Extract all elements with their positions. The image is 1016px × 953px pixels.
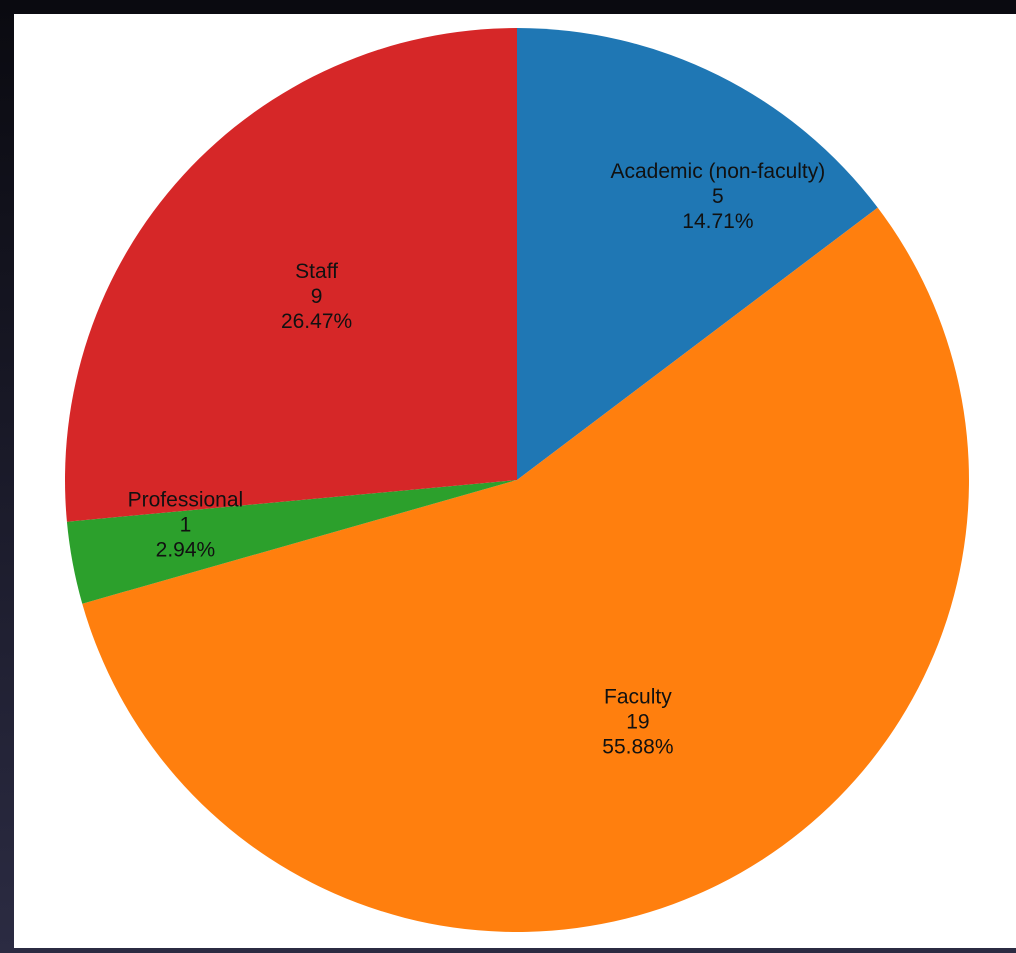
slice-value-label: 9 [311, 285, 323, 308]
slice-name-label: Staff [295, 260, 338, 283]
slice-name-label: Academic (non-faculty) [611, 160, 826, 183]
slice-percent-label: 14.71% [682, 210, 753, 233]
pie-slice-staff [65, 28, 517, 522]
pie-slice-faculty [82, 207, 969, 933]
slice-percent-label: 2.94% [156, 538, 216, 561]
slice-value-label: 19 [626, 710, 649, 733]
slice-value-label: 5 [712, 185, 724, 208]
slice-percent-label: 55.88% [602, 735, 673, 758]
slice-value-label: 1 [180, 513, 192, 536]
pie-slices [65, 28, 969, 933]
slice-percent-label: 26.47% [281, 310, 352, 333]
pie-labels: Academic (non-faculty)514.71%Faculty1955… [128, 160, 826, 759]
slice-name-label: Professional [128, 488, 244, 511]
pie-slice-academic-non-faculty [517, 28, 878, 480]
chart-panel: Academic (non-faculty) 5 14.71% Faculty 19 55… [14, 14, 1016, 948]
slice-name-label: Faculty [604, 685, 672, 708]
pie-slice-professional [66, 480, 517, 604]
pie-chart: Academic (non-faculty)514.71%Faculty1955… [65, 28, 969, 933]
